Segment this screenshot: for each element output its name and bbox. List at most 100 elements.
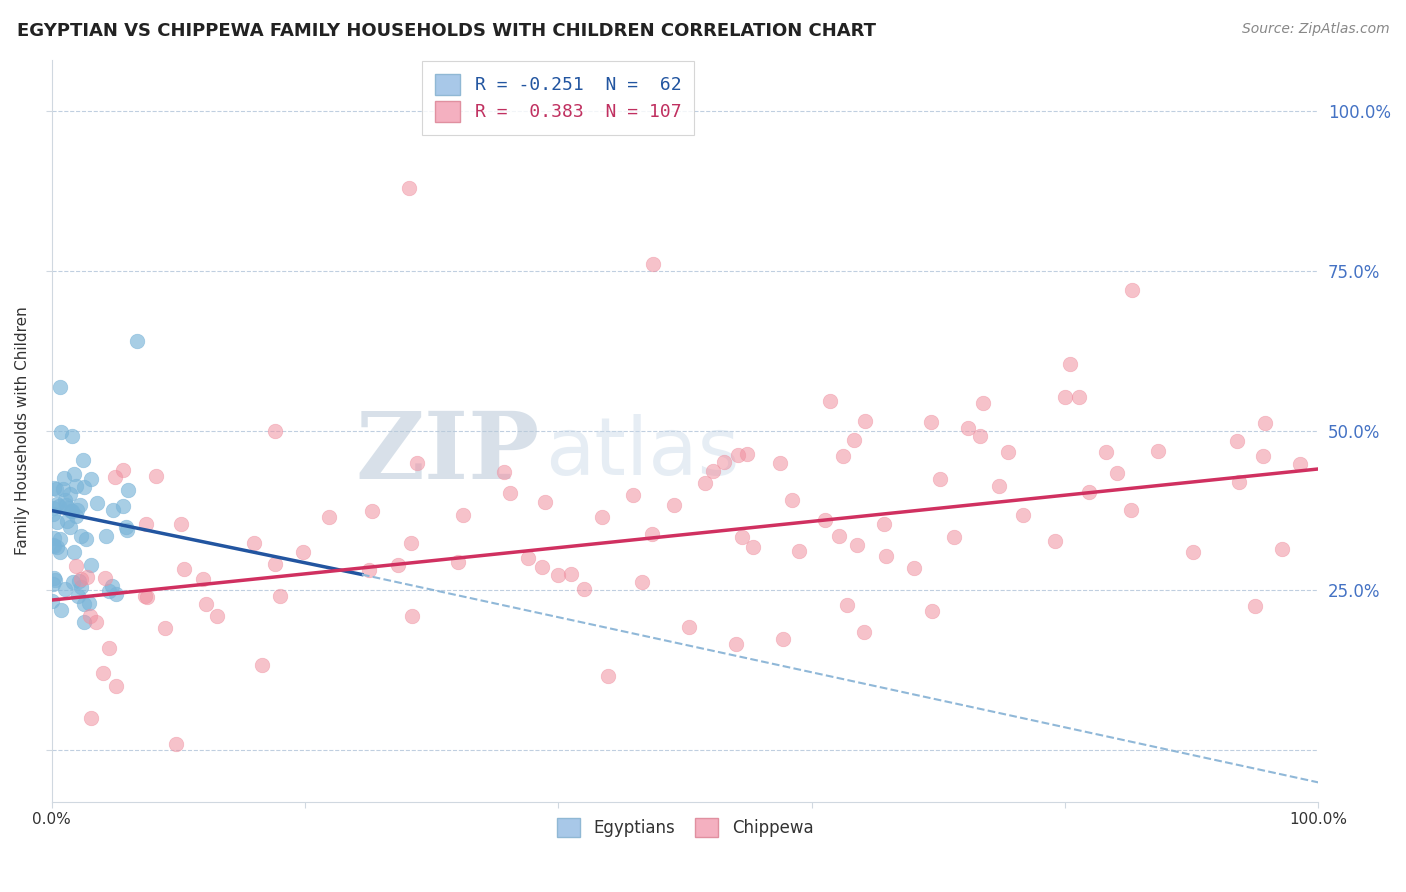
Point bbox=[835, 599, 858, 613]
Point bbox=[62, 574, 84, 589]
Point bbox=[76, 570, 98, 584]
Point bbox=[45, 496, 67, 510]
Point bbox=[533, 494, 555, 508]
Point bbox=[1226, 434, 1249, 448]
Point bbox=[451, 508, 474, 522]
Point bbox=[852, 624, 875, 639]
Point bbox=[103, 503, 125, 517]
Point bbox=[45, 541, 67, 555]
Point bbox=[772, 632, 794, 646]
Point bbox=[49, 425, 72, 439]
Point bbox=[1069, 390, 1091, 404]
Point bbox=[79, 472, 101, 486]
Point bbox=[65, 559, 87, 574]
Point bbox=[516, 550, 538, 565]
Point bbox=[53, 492, 76, 507]
Point bbox=[115, 520, 138, 534]
Point bbox=[1121, 283, 1143, 297]
Point bbox=[1147, 444, 1170, 458]
Point bbox=[1244, 599, 1267, 613]
Point bbox=[447, 555, 470, 569]
Point bbox=[401, 536, 423, 550]
Point bbox=[731, 530, 754, 544]
Point bbox=[45, 482, 67, 496]
Point bbox=[53, 471, 76, 485]
Point bbox=[44, 574, 66, 588]
Point bbox=[60, 504, 83, 518]
Point bbox=[75, 532, 97, 546]
Point bbox=[66, 590, 89, 604]
Point bbox=[814, 513, 837, 527]
Point bbox=[42, 577, 65, 591]
Point bbox=[193, 572, 215, 586]
Point bbox=[42, 538, 65, 552]
Point bbox=[1078, 484, 1101, 499]
Point bbox=[943, 530, 966, 544]
Point bbox=[86, 496, 108, 510]
Point bbox=[42, 500, 65, 515]
Point bbox=[69, 498, 91, 512]
Point bbox=[920, 415, 942, 429]
Point bbox=[93, 571, 115, 585]
Point bbox=[782, 493, 804, 508]
Point bbox=[49, 602, 72, 616]
Point bbox=[727, 448, 749, 462]
Point bbox=[787, 544, 810, 558]
Point bbox=[828, 529, 851, 543]
Point bbox=[969, 429, 991, 443]
Point bbox=[921, 604, 943, 618]
Point bbox=[591, 510, 613, 524]
Point bbox=[42, 482, 65, 496]
Legend: Egyptians, Chippewa: Egyptians, Chippewa bbox=[548, 809, 821, 846]
Point bbox=[60, 504, 83, 518]
Point bbox=[572, 582, 595, 596]
Point bbox=[678, 620, 700, 634]
Point bbox=[264, 557, 287, 571]
Point bbox=[735, 447, 758, 461]
Point bbox=[62, 428, 84, 442]
Point bbox=[80, 558, 103, 573]
Point bbox=[818, 393, 841, 408]
Point bbox=[1251, 449, 1274, 463]
Point bbox=[49, 545, 72, 559]
Point bbox=[1254, 416, 1277, 430]
Point bbox=[42, 507, 65, 521]
Point bbox=[1012, 508, 1035, 522]
Point bbox=[742, 540, 765, 554]
Point bbox=[695, 476, 717, 491]
Point bbox=[318, 509, 340, 524]
Point bbox=[65, 479, 87, 493]
Point bbox=[547, 568, 569, 582]
Point bbox=[72, 597, 94, 611]
Point bbox=[929, 472, 952, 486]
Point bbox=[100, 579, 122, 593]
Point bbox=[1095, 444, 1118, 458]
Point bbox=[1227, 475, 1250, 489]
Point bbox=[401, 608, 423, 623]
Point bbox=[406, 456, 429, 470]
Point bbox=[768, 456, 790, 470]
Point bbox=[77, 596, 100, 610]
Point bbox=[49, 532, 72, 546]
Text: ZIP: ZIP bbox=[354, 408, 540, 498]
Point bbox=[104, 587, 127, 601]
Point bbox=[702, 464, 724, 478]
Point bbox=[664, 499, 686, 513]
Point bbox=[94, 528, 117, 542]
Point bbox=[48, 380, 70, 394]
Point bbox=[1043, 533, 1066, 548]
Text: atlas: atlas bbox=[546, 414, 740, 491]
Point bbox=[264, 425, 287, 439]
Point bbox=[250, 657, 273, 672]
Point bbox=[42, 571, 65, 585]
Point bbox=[1289, 457, 1312, 471]
Point bbox=[104, 470, 127, 484]
Point bbox=[1054, 390, 1077, 404]
Point bbox=[173, 562, 195, 576]
Point bbox=[724, 637, 747, 651]
Point bbox=[243, 536, 266, 550]
Point bbox=[59, 487, 82, 501]
Point bbox=[269, 589, 291, 603]
Text: Source: ZipAtlas.com: Source: ZipAtlas.com bbox=[1241, 22, 1389, 37]
Point bbox=[360, 504, 382, 518]
